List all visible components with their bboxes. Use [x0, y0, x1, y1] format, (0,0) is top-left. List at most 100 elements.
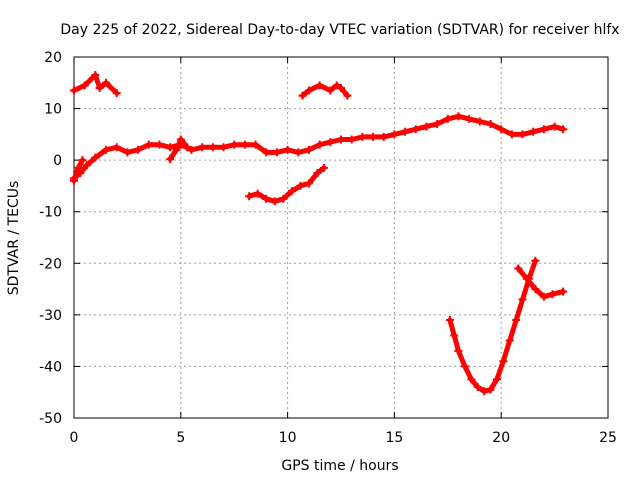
data-point: [251, 140, 260, 149]
data-point: [219, 143, 228, 152]
x-axis-title: GPS time / hours: [281, 458, 398, 474]
x-tick-label: 5: [176, 430, 185, 446]
data-point: [166, 143, 175, 152]
data-point: [499, 357, 508, 366]
data-point: [112, 89, 121, 98]
x-tick-label: 10: [279, 430, 297, 446]
x-tick-label: 0: [70, 430, 79, 446]
data-point: [343, 91, 352, 100]
data-point: [518, 130, 527, 139]
data-point: [497, 125, 506, 134]
data-point: [486, 385, 495, 394]
y-tick-label: -20: [39, 256, 62, 272]
data-point: [337, 83, 345, 92]
data-point: [91, 153, 100, 162]
series-track-7: [447, 258, 538, 394]
data-point: [379, 132, 388, 141]
data-point: [559, 125, 568, 134]
data-point: [270, 197, 279, 206]
data-point: [319, 163, 328, 172]
data-point: [492, 375, 501, 384]
y-tick-label: 20: [44, 50, 62, 66]
data-point: [473, 383, 482, 392]
series-group: [70, 71, 568, 396]
data-point: [332, 81, 341, 90]
data-point: [358, 132, 367, 141]
x-tick-label: 25: [599, 430, 617, 446]
y-tick-label: -30: [39, 308, 62, 324]
data-point: [304, 86, 313, 95]
data-point: [512, 316, 521, 325]
data-point: [315, 140, 324, 149]
data-point: [253, 189, 262, 198]
data-point: [531, 256, 540, 265]
data-point: [95, 83, 104, 92]
data-point: [422, 122, 431, 131]
data-point: [240, 140, 249, 149]
data-point: [262, 194, 271, 203]
data-point: [548, 290, 557, 299]
data-point: [529, 127, 538, 136]
y-tick-label: -40: [39, 359, 62, 375]
data-point: [70, 176, 78, 185]
data-point: [283, 145, 292, 154]
data-point: [304, 145, 313, 154]
y-tick-label: -50: [39, 411, 62, 427]
series-track-5: [246, 165, 327, 204]
series-track-3: [167, 137, 190, 162]
data-point: [272, 148, 281, 157]
data-point: [445, 316, 454, 325]
data-point: [347, 135, 356, 144]
data-point: [390, 130, 399, 139]
x-tick-label: 15: [385, 430, 403, 446]
data-point: [369, 132, 378, 141]
data-point: [208, 143, 217, 152]
data-point: [287, 187, 296, 196]
data-point: [91, 71, 100, 80]
data-point: [518, 295, 527, 304]
data-point: [465, 114, 474, 123]
data-point: [74, 163, 83, 172]
data-point: [166, 155, 175, 164]
data-point: [480, 387, 489, 396]
data-point: [514, 264, 523, 273]
data-point: [443, 114, 452, 123]
data-point: [507, 130, 516, 139]
data-point: [559, 287, 568, 296]
data-point: [78, 156, 87, 165]
chart-title: Day 225 of 2022, Sidereal Day-to-day VTE…: [60, 22, 619, 38]
data-point: [187, 145, 196, 154]
data-point: [401, 127, 410, 136]
data-point: [326, 86, 335, 95]
data-point: [155, 140, 164, 149]
data-point: [183, 143, 192, 152]
data-point: [262, 148, 271, 157]
data-point: [486, 120, 495, 129]
data-point: [245, 192, 254, 201]
data-point: [313, 169, 322, 178]
data-point: [296, 181, 305, 190]
data-point: [102, 78, 111, 87]
grid: [74, 57, 608, 418]
data-point: [505, 336, 514, 345]
data-point: [198, 143, 207, 152]
data-point: [176, 135, 185, 144]
data-point: [454, 112, 463, 121]
data-point: [539, 292, 548, 301]
y-tick-label: 0: [53, 153, 62, 169]
data-point: [450, 331, 459, 340]
data-point: [70, 86, 78, 95]
data-point: [80, 81, 89, 90]
data-point: [550, 122, 559, 131]
data-point: [454, 346, 463, 355]
plot-frame: [73, 56, 609, 419]
data-point: [315, 81, 324, 90]
data-point: [230, 140, 239, 149]
data-point: [539, 125, 548, 134]
data-point: [467, 375, 476, 384]
data-point: [475, 117, 484, 126]
data-point: [279, 194, 288, 203]
data-point: [460, 362, 469, 371]
data-point: [531, 285, 540, 294]
